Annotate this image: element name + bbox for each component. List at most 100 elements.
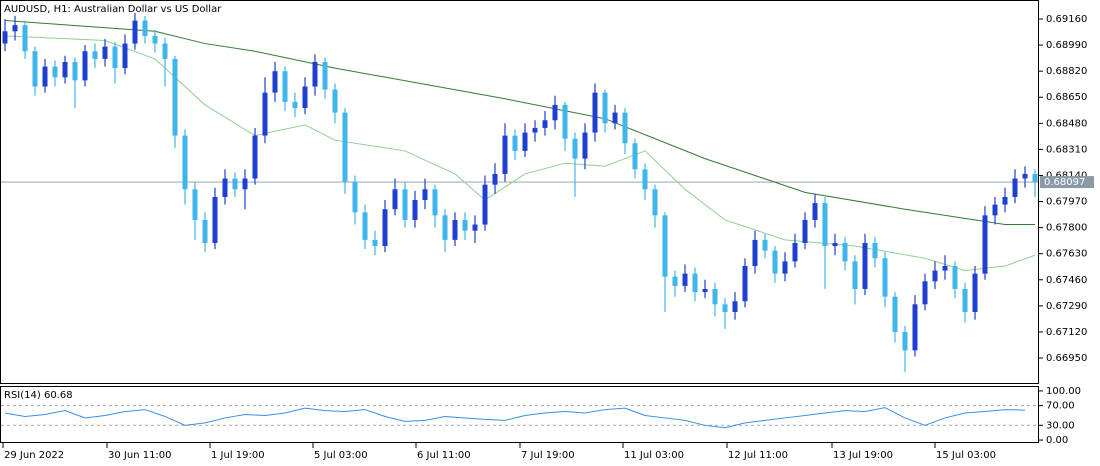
candle-body (1032, 173, 1038, 182)
last-price-label: 0.68097 (1044, 177, 1085, 188)
candle-body (492, 173, 498, 185)
y-tick-label: 0.68310 (1046, 144, 1087, 155)
candle-body (132, 20, 138, 44)
candle-body (832, 242, 838, 247)
candle-body (822, 203, 828, 247)
x-tick-label: 11 Jul 03:00 (624, 450, 684, 461)
candle-body (52, 66, 58, 78)
candle-body (752, 239, 758, 266)
candle-body (72, 61, 78, 81)
candle-body (512, 135, 518, 151)
rsi-tick-label: 100.00 (1046, 386, 1081, 397)
candle-body (272, 71, 278, 93)
candle-body (902, 331, 908, 351)
rsi-tick-label: 0.00 (1046, 435, 1068, 446)
candle-body (602, 92, 608, 124)
candle-body (582, 132, 588, 159)
candle-body (372, 239, 378, 247)
candle-body (642, 169, 648, 190)
candle-body (932, 270, 938, 282)
candle-body (472, 224, 478, 231)
candle-body (552, 104, 558, 121)
candle-body (232, 178, 238, 190)
x-tick-label: 6 Jul 11:00 (417, 450, 471, 461)
candle-body (592, 92, 598, 133)
candle-body (342, 112, 348, 182)
candle-body (852, 261, 858, 289)
rsi-tick-label: 70.00 (1046, 401, 1075, 412)
candle-body (482, 184, 488, 225)
chart-title: AUDUSD, H1: Australian Dollar vs US Doll… (4, 4, 222, 15)
x-tick-label: 5 Jul 03:00 (314, 450, 368, 461)
candle-body (502, 135, 508, 174)
y-tick-label: 0.68990 (1046, 40, 1087, 51)
price-panel (0, 0, 1039, 384)
candle-body (152, 35, 158, 44)
candle-body (862, 242, 868, 289)
candle-body (1002, 196, 1008, 205)
candle-body (12, 25, 18, 32)
candle-body (622, 112, 628, 144)
x-tick-label: 7 Jul 19:00 (521, 450, 575, 461)
y-tick-label: 0.67970 (1046, 197, 1087, 208)
candle-body (532, 127, 538, 133)
candle-body (252, 135, 258, 179)
y-tick-label: 0.67290 (1046, 301, 1087, 312)
candle-body (572, 138, 578, 159)
candle-body (522, 132, 528, 151)
candle-body (32, 51, 38, 87)
candle-body (632, 143, 638, 170)
x-tick-label: 15 Jul 03:00 (936, 450, 996, 461)
candle-body (2, 31, 8, 44)
candle-body (202, 219, 208, 243)
candle-body (922, 281, 928, 305)
x-tick-label: 1 Jul 19:00 (211, 450, 265, 461)
rsi-label: RSI(14) 60.68 (4, 390, 73, 401)
last-price-box (1040, 176, 1094, 189)
candle-body (802, 219, 808, 243)
candle-body (452, 219, 458, 240)
candle-body (952, 265, 958, 289)
candle-body (362, 212, 368, 240)
candle-body (692, 273, 698, 293)
candle-body (892, 296, 898, 332)
candle-body (192, 189, 198, 220)
y-tick-label: 0.67630 (1046, 249, 1087, 260)
candle-body (812, 203, 818, 220)
candle-body (222, 178, 228, 197)
candle-body (662, 215, 668, 277)
candle-body (292, 101, 298, 108)
candle-body (242, 178, 248, 190)
candle-body (302, 86, 308, 108)
candle-body (542, 120, 548, 128)
y-tick-label: 0.66950 (1046, 353, 1087, 364)
y-tick-label: 0.68140 (1046, 170, 1087, 181)
candle-body (912, 304, 918, 351)
candle-body (712, 288, 718, 305)
rsi-line (4, 407, 1026, 429)
x-tick-label: 29 Jun 2022 (4, 450, 64, 461)
candle-body (872, 242, 878, 259)
candle-body (432, 189, 438, 216)
y-tick-label: 0.67460 (1046, 275, 1087, 286)
candle-body (142, 20, 148, 36)
candle-body (102, 46, 108, 59)
candle-body (332, 89, 338, 113)
candle-body (682, 273, 688, 286)
candle-body (92, 51, 98, 59)
moving-average (4, 35, 1036, 272)
candle-body (42, 66, 48, 87)
y-tick-label: 0.68480 (1046, 118, 1087, 129)
x-tick-label: 12 Jul 11:00 (728, 450, 788, 461)
y-tick-label: 0.68650 (1046, 92, 1087, 103)
candle-body (262, 92, 268, 136)
candle-body (82, 51, 88, 81)
candle-body (672, 276, 678, 286)
candle-body (172, 58, 178, 136)
candle-body (112, 46, 118, 69)
candle-body (962, 288, 968, 312)
candle-body (392, 189, 398, 210)
candle-body (352, 181, 358, 213)
rsi-panel (0, 386, 1039, 443)
